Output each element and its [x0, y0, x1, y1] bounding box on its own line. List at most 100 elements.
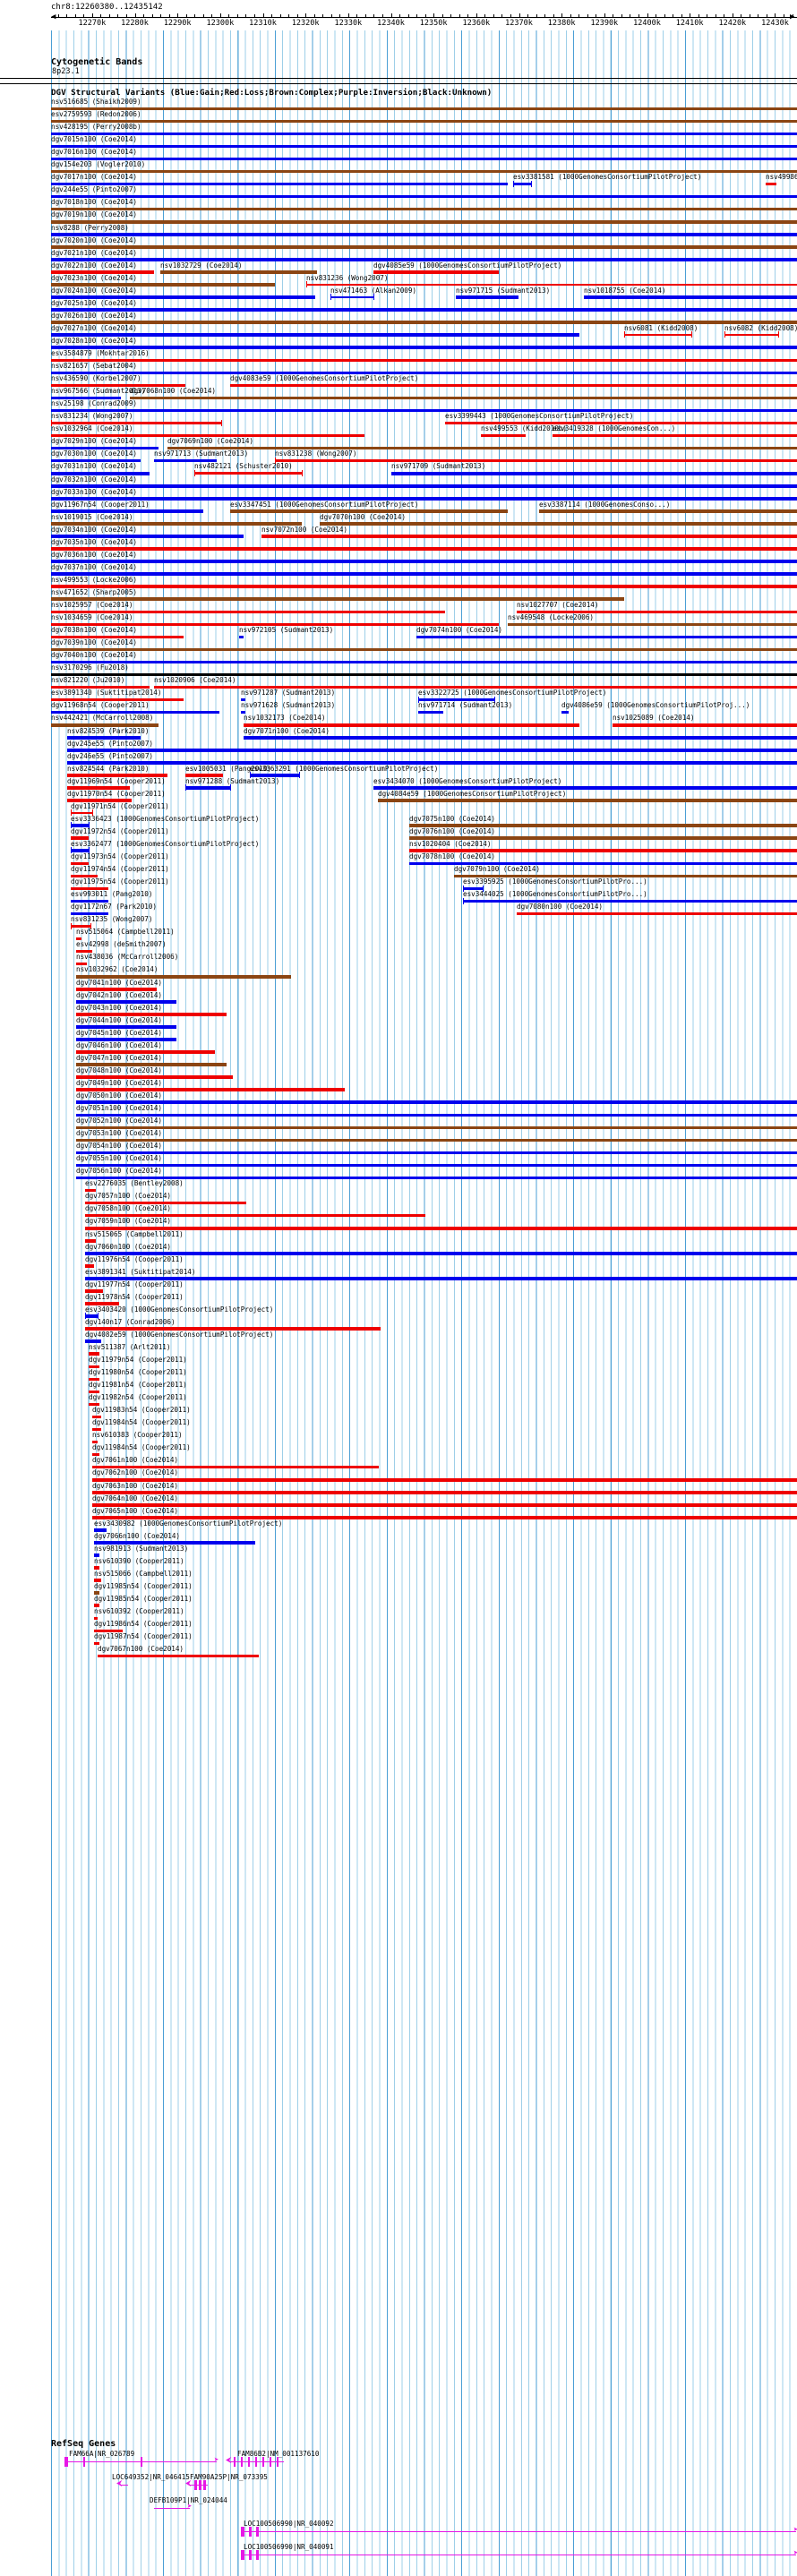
dgv-variant-bar[interactable] [76, 1151, 797, 1155]
dgv-variant-bar[interactable] [517, 911, 797, 916]
dgv-variant-label[interactable]: dgv140n17 (Conrad2006) [85, 1317, 176, 1326]
dgv-variant-bar[interactable] [89, 1377, 99, 1382]
dgv-variant-bar[interactable] [51, 622, 499, 627]
dgv-variant-bar[interactable] [67, 736, 141, 740]
dgv-variant-bar[interactable] [373, 270, 499, 274]
dgv-variant-label[interactable]: dgv7060n100 (Coe2014) [85, 1242, 172, 1251]
dgv-variant-label[interactable]: nsv1020404 (Coe2014) [409, 839, 492, 848]
dgv-variant-bar[interactable] [92, 1477, 797, 1482]
dgv-variant-bar[interactable] [239, 635, 244, 639]
dgv-variant-label[interactable]: dgv7033n100 (Coe2014) [51, 487, 138, 496]
dgv-variant-bar[interactable] [89, 1390, 99, 1394]
dgv-variant-label[interactable]: nsv6082 (Kidd2008) [724, 323, 797, 332]
dgv-variant-label[interactable]: dgv7021n100 (Coe2014) [51, 248, 138, 257]
dgv-variant-bar[interactable] [85, 1289, 103, 1293]
dgv-variant-label[interactable]: dgv1172n67 (Park2010) [71, 903, 158, 911]
dgv-variant-bar[interactable] [130, 396, 797, 400]
dgv-variant-bar[interactable] [463, 886, 483, 891]
dgv-variant-bar[interactable] [71, 824, 89, 827]
dgv-variant-label[interactable]: dgv7059n100 (Coe2014) [85, 1217, 172, 1226]
dgv-variant-bar[interactable] [92, 1452, 99, 1457]
dgv-variant-label[interactable]: nsv1032964 (Coe2014) [51, 424, 133, 433]
dgv-variant-label[interactable]: nsv3170296 (Fu2018) [51, 663, 129, 672]
dgv-variant-bar[interactable] [51, 484, 797, 488]
dgv-variant-bar[interactable] [378, 799, 797, 802]
dgv-variant-bar[interactable] [51, 194, 797, 199]
dgv-variant-label[interactable]: dgv7047n100 (Coe2014) [76, 1053, 163, 1062]
gene-exon[interactable] [203, 2480, 206, 2490]
dgv-variant-bar[interactable] [51, 458, 141, 463]
dgv-variant-bar[interactable] [418, 697, 494, 702]
dgv-variant-label[interactable]: dgv7048n100 (Coe2014) [76, 1065, 163, 1074]
dgv-variant-label[interactable]: dgv11978n54 (Cooper2011) [85, 1292, 184, 1301]
dgv-variant-label[interactable]: nsv1032729 (Coe2014) [160, 261, 243, 270]
dgv-variant-label[interactable]: dgv7035n100 (Coe2014) [51, 537, 138, 546]
dgv-variant-bar[interactable] [51, 119, 797, 124]
dgv-variant-bar[interactable] [76, 1000, 176, 1004]
dgv-variant-label[interactable]: dgv4083e59 (1000GenomesConsortiumPilotPr… [230, 374, 419, 383]
dgv-variant-bar[interactable] [418, 710, 443, 715]
dgv-variant-label[interactable]: dgv7066n100 (Coe2014) [94, 1531, 181, 1540]
dgv-variant-label[interactable]: nsv8288 (Perry2008) [51, 223, 129, 232]
dgv-variant-label[interactable]: esv3419328 (1000GenomesCon...) [553, 424, 676, 433]
dgv-variant-bar[interactable] [51, 585, 797, 588]
dgv-variant-bar[interactable] [51, 383, 185, 388]
dgv-variant-bar[interactable] [76, 1038, 176, 1041]
dgv-variant-bar[interactable] [85, 1213, 425, 1218]
gene-exon[interactable] [234, 2457, 236, 2467]
dgv-variant-label[interactable]: nsv1020906 (Coe2014) [154, 676, 236, 685]
dgv-variant-bar[interactable] [51, 270, 154, 274]
dgv-variant-bar[interactable] [185, 774, 223, 777]
dgv-variant-label[interactable]: dgv7017n100 (Coe2014) [51, 173, 138, 182]
dgv-variant-bar[interactable] [51, 207, 797, 211]
dgv-variant-bar[interactable] [51, 610, 445, 614]
dgv-variant-label[interactable]: dgv7043n100 (Coe2014) [76, 1003, 163, 1012]
dgv-variant-bar[interactable] [85, 1201, 246, 1205]
dgv-variant-bar[interactable] [76, 1100, 797, 1105]
dgv-variant-label[interactable]: dgv7055n100 (Coe2014) [76, 1154, 163, 1163]
dgv-variant-bar[interactable] [85, 1327, 381, 1331]
dgv-variant-label[interactable]: nsv967566 (Sudmant2013) [51, 387, 146, 396]
dgv-variant-bar[interactable] [85, 1264, 94, 1268]
dgv-variant-label[interactable]: nsv1019015 (Coe2014) [51, 512, 133, 521]
dgv-variant-bar[interactable] [51, 245, 797, 249]
dgv-variant-bar[interactable] [71, 861, 89, 866]
dgv-variant-bar[interactable] [51, 321, 797, 324]
dgv-variant-bar[interactable] [51, 258, 797, 261]
dgv-variant-label[interactable]: dgv7057n100 (Coe2014) [85, 1192, 172, 1201]
dgv-variant-bar[interactable] [85, 1226, 797, 1230]
dgv-variant-label[interactable]: dgv11967n54 (Cooper2011) [51, 500, 150, 509]
dgv-variant-label[interactable]: esv3387114 (1000GenomesConso...) [539, 500, 671, 509]
dgv-variant-label[interactable]: dgv7042n100 (Coe2014) [76, 990, 163, 999]
dgv-variant-label[interactable]: dgv7020n100 (Coe2014) [51, 235, 138, 244]
dgv-variant-label[interactable]: nsv482121 (Schuster2010) [194, 462, 293, 471]
gene-label[interactable]: FAM90A25P|NR_073395 [190, 2473, 268, 2481]
dgv-variant-label[interactable]: esv2759593 (Redon2006) [51, 110, 141, 119]
dgv-variant-bar[interactable] [67, 761, 797, 765]
dgv-variant-label[interactable]: dgv7018n100 (Coe2014) [51, 198, 138, 207]
dgv-variant-label[interactable]: esv3584879 (Mokhtar2016) [51, 349, 150, 357]
dgv-variant-label[interactable]: nsv610383 (Cooper2011) [92, 1431, 183, 1440]
dgv-variant-bar[interactable] [94, 1604, 99, 1608]
dgv-variant-bar[interactable] [230, 509, 508, 513]
gene-exon[interactable] [256, 2527, 259, 2537]
dgv-variant-label[interactable]: dgv11984n54 (Cooper2011) [92, 1418, 191, 1427]
dgv-variant-label[interactable]: dgv7068n100 (Coe2014) [130, 387, 217, 396]
dgv-variant-bar[interactable] [463, 899, 797, 903]
dgv-variant-label[interactable]: dgv7058n100 (Coe2014) [85, 1204, 172, 1213]
dgv-variant-bar[interactable] [561, 710, 569, 715]
dgv-variant-bar[interactable] [98, 1654, 259, 1658]
dgv-variant-bar[interactable] [513, 182, 531, 186]
dgv-variant-label[interactable]: dgv7067n100 (Coe2014) [98, 1645, 184, 1654]
dgv-variant-bar[interactable] [51, 371, 797, 375]
gene-exon[interactable] [262, 2457, 264, 2467]
dgv-variant-bar[interactable] [51, 446, 159, 450]
dgv-variant-bar[interactable] [76, 1138, 797, 1143]
dgv-variant-label[interactable]: nsv610390 (Cooper2011) [94, 1556, 184, 1565]
dgv-variant-bar[interactable] [51, 169, 797, 174]
dgv-variant-label[interactable]: esv3362477 (1000GenomesConsortiumPilotPr… [71, 839, 260, 848]
dgv-variant-bar[interactable] [766, 182, 776, 186]
dgv-variant-label[interactable]: esv3891340 (Suktitipat2014) [51, 689, 162, 697]
dgv-variant-bar[interactable] [89, 1365, 99, 1369]
dgv-variant-bar[interactable] [92, 1427, 101, 1432]
